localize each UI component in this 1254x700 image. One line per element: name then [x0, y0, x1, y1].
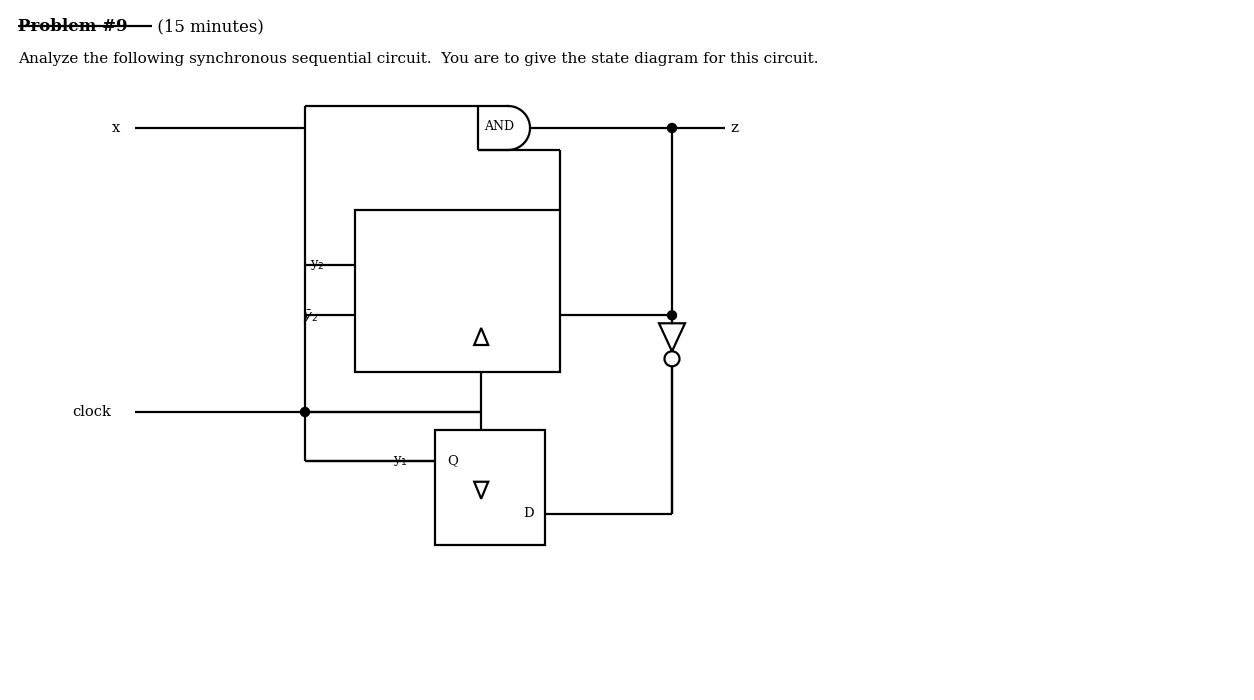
Text: Analyze the following synchronous sequential circuit.  You are to give the state: Analyze the following synchronous sequen… — [18, 52, 819, 66]
Bar — [435, 430, 545, 545]
Text: K: K — [523, 309, 533, 322]
Text: y$_2$: y$_2$ — [310, 258, 325, 272]
Text: clock: clock — [71, 405, 110, 419]
Bar — [435, 235, 545, 345]
Text: J: J — [523, 258, 528, 271]
Text: Q: Q — [446, 454, 458, 468]
Text: Q: Q — [446, 258, 458, 271]
Text: $\bar{Q}$: $\bar{Q}$ — [444, 307, 456, 323]
Circle shape — [667, 311, 676, 320]
Text: D: D — [523, 508, 534, 521]
Circle shape — [667, 123, 676, 132]
Circle shape — [301, 407, 310, 416]
Text: $\bar{y}_2$: $\bar{y}_2$ — [303, 308, 319, 325]
Bar — [355, 210, 561, 372]
Text: Problem #9: Problem #9 — [18, 18, 128, 35]
Text: (15 minutes): (15 minutes) — [152, 18, 263, 35]
Text: AND: AND — [484, 120, 514, 134]
Text: y$_1$: y$_1$ — [393, 454, 408, 468]
Text: x: x — [112, 121, 120, 135]
Text: z: z — [730, 121, 739, 135]
